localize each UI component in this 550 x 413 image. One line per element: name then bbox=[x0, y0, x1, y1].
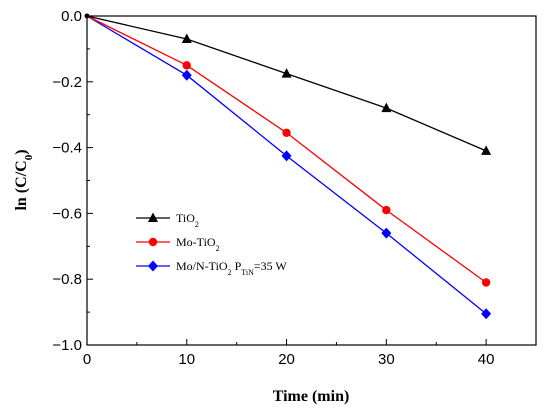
plot-frame bbox=[86, 15, 537, 346]
x-tick-label: 20 bbox=[278, 351, 295, 368]
origin-point bbox=[84, 13, 90, 19]
data-point bbox=[481, 145, 492, 155]
y-tick-label: −0.2 bbox=[52, 74, 82, 91]
legend-marker bbox=[148, 260, 158, 272]
y-axis-title: ln (C/C0) bbox=[13, 149, 35, 210]
series-layer bbox=[84, 13, 492, 320]
legend-label: Mo/N-TiO2 PTiN=35 W bbox=[176, 259, 287, 277]
legend-marker bbox=[148, 237, 158, 247]
legend: TiO2 Mo-TiO2 Mo/N-TiO2 PTiN=35 W bbox=[136, 211, 287, 277]
data-point bbox=[281, 68, 292, 78]
y-axis-title-sub: 0 bbox=[23, 154, 35, 160]
data-point bbox=[481, 308, 492, 320]
data-point bbox=[381, 227, 392, 239]
y-tick-label: 0.0 bbox=[61, 8, 82, 25]
y-tick-label: −0.6 bbox=[52, 205, 82, 222]
legend-label: Mo-TiO2 bbox=[176, 235, 220, 253]
legend-marker bbox=[148, 212, 158, 222]
x-tick-label: 30 bbox=[378, 351, 395, 368]
plot-border bbox=[86, 15, 537, 346]
legend-label: TiO2 bbox=[176, 211, 199, 229]
y-tick-label: −0.4 bbox=[52, 140, 82, 157]
y-tick-label: −0.8 bbox=[52, 271, 82, 288]
legend-item: Mo-TiO2 bbox=[136, 235, 220, 253]
y-tick-label: −1.0 bbox=[52, 337, 82, 354]
x-tick-label: 0 bbox=[83, 351, 91, 368]
x-tick-label: 40 bbox=[478, 351, 495, 368]
legend-item: TiO2 bbox=[136, 211, 199, 229]
data-point bbox=[181, 33, 192, 44]
x-axis: 0 10 20 30 40 bbox=[83, 339, 537, 368]
data-point bbox=[182, 61, 191, 70]
data-point bbox=[181, 69, 192, 81]
data-point bbox=[481, 278, 491, 287]
series-triangle bbox=[86, 15, 492, 155]
data-point bbox=[381, 102, 392, 113]
y-axis-title-main: ln (C/C bbox=[13, 160, 30, 210]
data-point bbox=[281, 150, 292, 162]
y-axis: 0.0 −0.2 −0.4 −0.6 −0.8 −1.0 bbox=[52, 8, 93, 354]
legend-item: Mo/N-TiO2 PTiN=35 W bbox=[136, 259, 287, 277]
series-circle bbox=[86, 15, 491, 287]
y-axis-title-tail: ) bbox=[13, 149, 30, 154]
series-diamond bbox=[86, 15, 492, 320]
x-axis-title: Time (min) bbox=[273, 388, 350, 405]
data-point bbox=[282, 128, 291, 137]
x-tick-label: 10 bbox=[178, 351, 195, 368]
data-point bbox=[382, 205, 391, 215]
